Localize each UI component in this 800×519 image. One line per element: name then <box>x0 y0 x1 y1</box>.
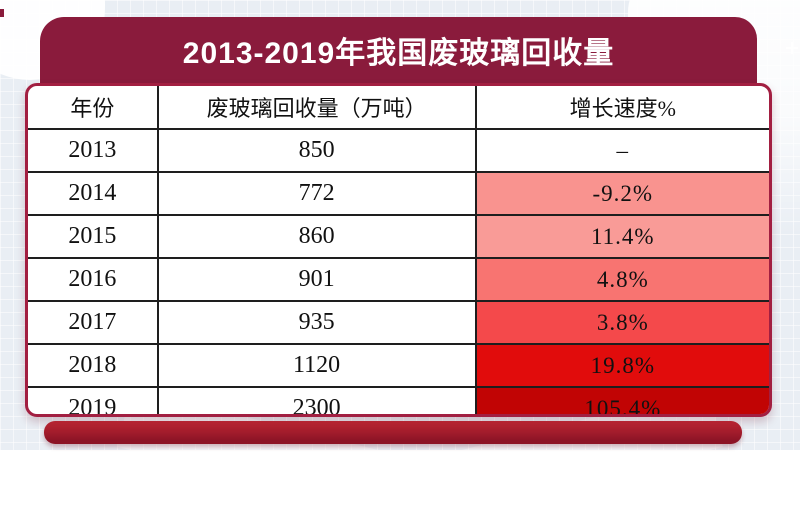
volume-cell: 860 <box>156 214 476 258</box>
growth-cell: 4.8% <box>474 257 769 301</box>
bottom-bar-decoration <box>44 421 742 444</box>
table-card: 年份 废玻璃回收量（万吨） 增长速度% 2013 850 – 2014 772 … <box>25 83 772 417</box>
col-header-growth: 增长速度% <box>474 86 769 129</box>
table-row: 2019 2300 105.4% <box>28 386 769 414</box>
table-body: 2013 850 – 2014 772 -9.2% 2015 860 11.4%… <box>28 128 769 414</box>
title-banner: 2013-2019年我国废玻璃回收量 <box>40 17 757 89</box>
table-row: 2015 860 11.4% <box>28 214 769 258</box>
volume-cell: 1120 <box>156 343 476 387</box>
growth-cell: 19.8% <box>474 343 769 387</box>
page-title: 2013-2019年我国废玻璃回收量 <box>182 37 615 70</box>
table-row: 2017 935 3.8% <box>28 300 769 344</box>
year-cell: 2013 <box>28 128 158 172</box>
table-row: 2018 1120 19.8% <box>28 343 769 387</box>
year-cell: 2018 <box>28 343 158 387</box>
year-cell: 2017 <box>28 300 158 344</box>
year-cell: 2016 <box>28 257 158 301</box>
sparkle-icon <box>786 42 798 54</box>
decorative-red-sliver <box>0 9 4 17</box>
col-header-volume: 废玻璃回收量（万吨） <box>156 86 476 129</box>
year-cell: 2014 <box>28 171 158 215</box>
growth-cell: 11.4% <box>474 214 769 258</box>
growth-cell: 3.8% <box>474 300 769 344</box>
volume-cell: 2300 <box>156 386 476 414</box>
header-row: 年份 废玻璃回收量（万吨） 增长速度% <box>28 86 769 129</box>
data-table: 年份 废玻璃回收量（万吨） 增长速度% 2013 850 – 2014 772 … <box>28 86 769 414</box>
volume-cell: 850 <box>156 128 476 172</box>
year-cell: 2015 <box>28 214 158 258</box>
growth-cell: -9.2% <box>474 171 769 215</box>
page-background: 2013-2019年我国废玻璃回收量 年份 废玻璃回收量（万吨） 增长速度% 2… <box>0 0 800 450</box>
volume-cell: 935 <box>156 300 476 344</box>
table-row: 2013 850 – <box>28 128 769 172</box>
growth-cell: 105.4% <box>474 386 769 414</box>
volume-cell: 772 <box>156 171 476 215</box>
col-header-year: 年份 <box>70 96 115 121</box>
growth-cell: – <box>474 128 769 172</box>
volume-cell: 901 <box>156 257 476 301</box>
table-row: 2016 901 4.8% <box>28 257 769 301</box>
table-row: 2014 772 -9.2% <box>28 171 769 215</box>
year-cell: 2019 <box>28 386 158 414</box>
